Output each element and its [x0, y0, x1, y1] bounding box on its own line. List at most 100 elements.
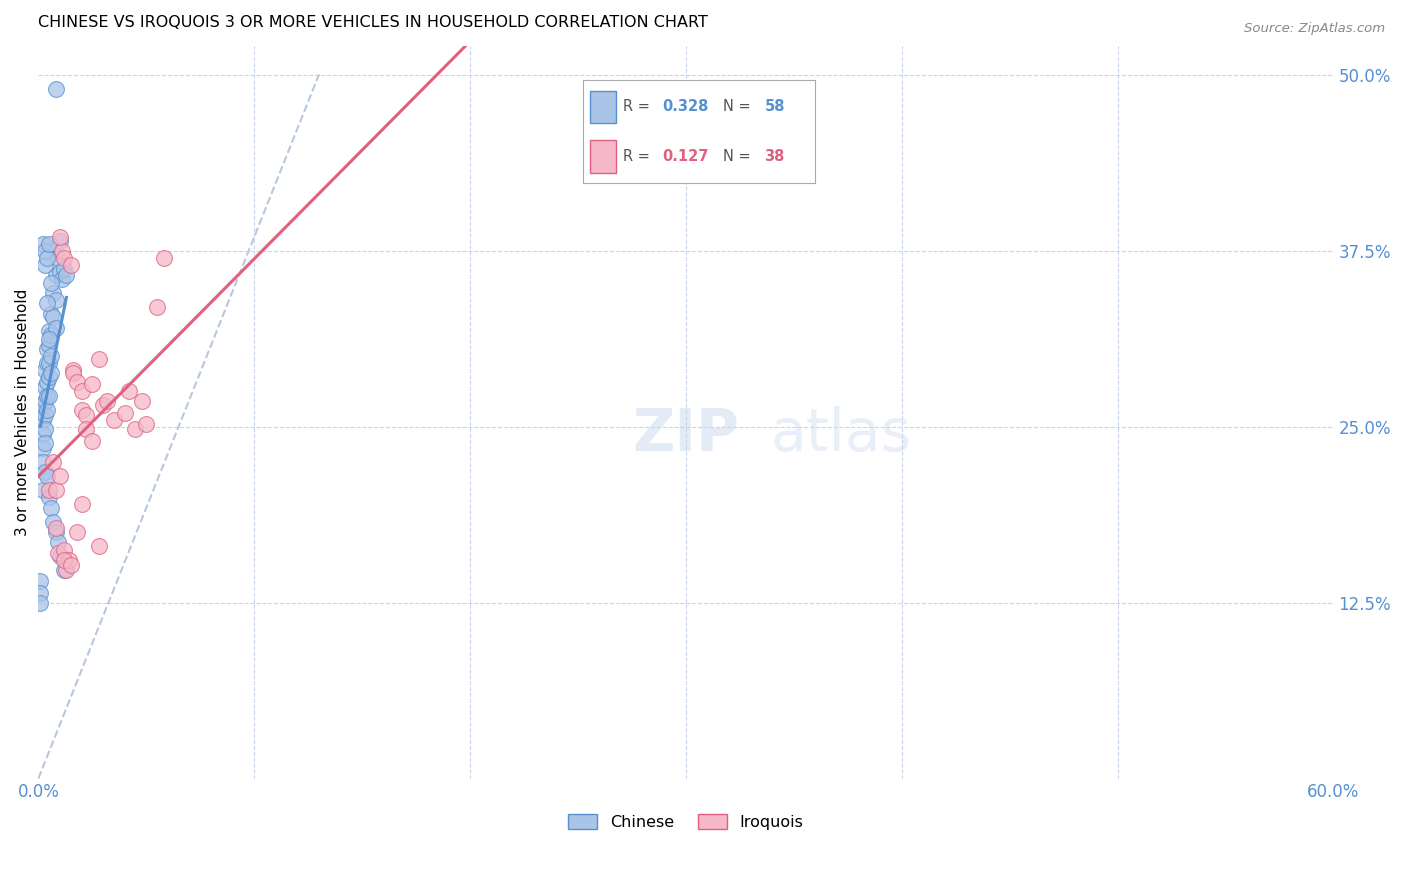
Y-axis label: 3 or more Vehicles in Household: 3 or more Vehicles in Household — [15, 289, 30, 536]
Point — [62, 366, 84, 380]
Point — [38, 483, 60, 497]
Point — [34, 244, 56, 258]
Point — [31, 412, 53, 426]
Point — [55, 268, 77, 282]
Point — [55, 563, 77, 577]
Point — [135, 417, 157, 431]
Text: 38: 38 — [765, 149, 785, 164]
Point — [34, 436, 56, 450]
Point — [35, 342, 58, 356]
Point — [35, 375, 58, 389]
Point — [45, 321, 67, 335]
Point — [34, 409, 56, 423]
Point — [39, 501, 62, 516]
Point — [53, 251, 76, 265]
Point — [34, 422, 56, 436]
Point — [35, 402, 58, 417]
Point — [45, 293, 67, 307]
Point — [38, 389, 60, 403]
Text: N =: N = — [723, 99, 755, 114]
Point — [49, 549, 72, 563]
Point — [118, 384, 141, 399]
Point — [49, 229, 72, 244]
Point — [39, 276, 62, 290]
Point — [53, 553, 76, 567]
Point — [34, 380, 56, 394]
Point — [31, 441, 53, 455]
Text: R =: R = — [623, 99, 654, 114]
Point — [45, 483, 67, 497]
Point — [42, 310, 65, 324]
Point — [53, 563, 76, 577]
Point — [39, 349, 62, 363]
Point — [38, 236, 60, 251]
Text: 0.127: 0.127 — [662, 149, 709, 164]
Bar — [591, 140, 616, 173]
Point — [58, 553, 80, 567]
Point — [51, 244, 73, 258]
Text: R =: R = — [623, 149, 654, 164]
Point — [38, 324, 60, 338]
Point — [30, 585, 52, 599]
Point — [39, 328, 62, 343]
Text: 58: 58 — [765, 99, 785, 114]
Point — [75, 422, 97, 436]
Point — [34, 258, 56, 272]
Text: CHINESE VS IROQUOIS 3 OR MORE VEHICLES IN HOUSEHOLD CORRELATION CHART: CHINESE VS IROQUOIS 3 OR MORE VEHICLES I… — [38, 15, 709, 30]
Point — [46, 251, 69, 265]
Point — [31, 483, 53, 497]
Point — [42, 285, 65, 300]
Point — [124, 422, 146, 436]
Point — [38, 338, 60, 352]
Legend: Chinese, Iroquois: Chinese, Iroquois — [562, 808, 810, 837]
Point — [70, 497, 93, 511]
Point — [39, 366, 62, 380]
Point — [87, 539, 110, 553]
Point — [35, 389, 58, 403]
Point — [31, 426, 53, 441]
Point — [42, 516, 65, 530]
Point — [70, 402, 93, 417]
Point — [103, 412, 125, 426]
Point — [96, 394, 118, 409]
Point — [31, 399, 53, 413]
Point — [38, 356, 60, 370]
Point — [152, 251, 174, 265]
Point — [114, 405, 136, 419]
Point — [62, 363, 84, 377]
Point — [46, 546, 69, 560]
Point — [31, 455, 53, 469]
Text: N =: N = — [723, 149, 755, 164]
Point — [35, 251, 58, 265]
Point — [49, 265, 72, 279]
Point — [34, 465, 56, 479]
Point — [59, 558, 82, 572]
Text: ZIP: ZIP — [633, 406, 740, 463]
Point — [35, 295, 58, 310]
Point — [35, 468, 58, 483]
Point — [66, 375, 89, 389]
Point — [66, 525, 89, 540]
Point — [45, 521, 67, 535]
Point — [45, 525, 67, 540]
Point — [82, 434, 104, 448]
Point — [34, 363, 56, 377]
Point — [70, 384, 93, 399]
Point — [49, 234, 72, 248]
Point — [53, 261, 76, 276]
Point — [91, 399, 114, 413]
Point — [35, 356, 58, 370]
Point — [46, 535, 69, 549]
Point — [131, 394, 153, 409]
Point — [53, 543, 76, 558]
Point — [30, 596, 52, 610]
Point — [38, 370, 60, 384]
Point — [30, 574, 52, 589]
Point — [87, 351, 110, 366]
Bar — [591, 91, 616, 123]
Point — [75, 409, 97, 423]
Point — [59, 258, 82, 272]
Text: Source: ZipAtlas.com: Source: ZipAtlas.com — [1244, 22, 1385, 36]
Point — [38, 490, 60, 504]
Point — [38, 332, 60, 346]
